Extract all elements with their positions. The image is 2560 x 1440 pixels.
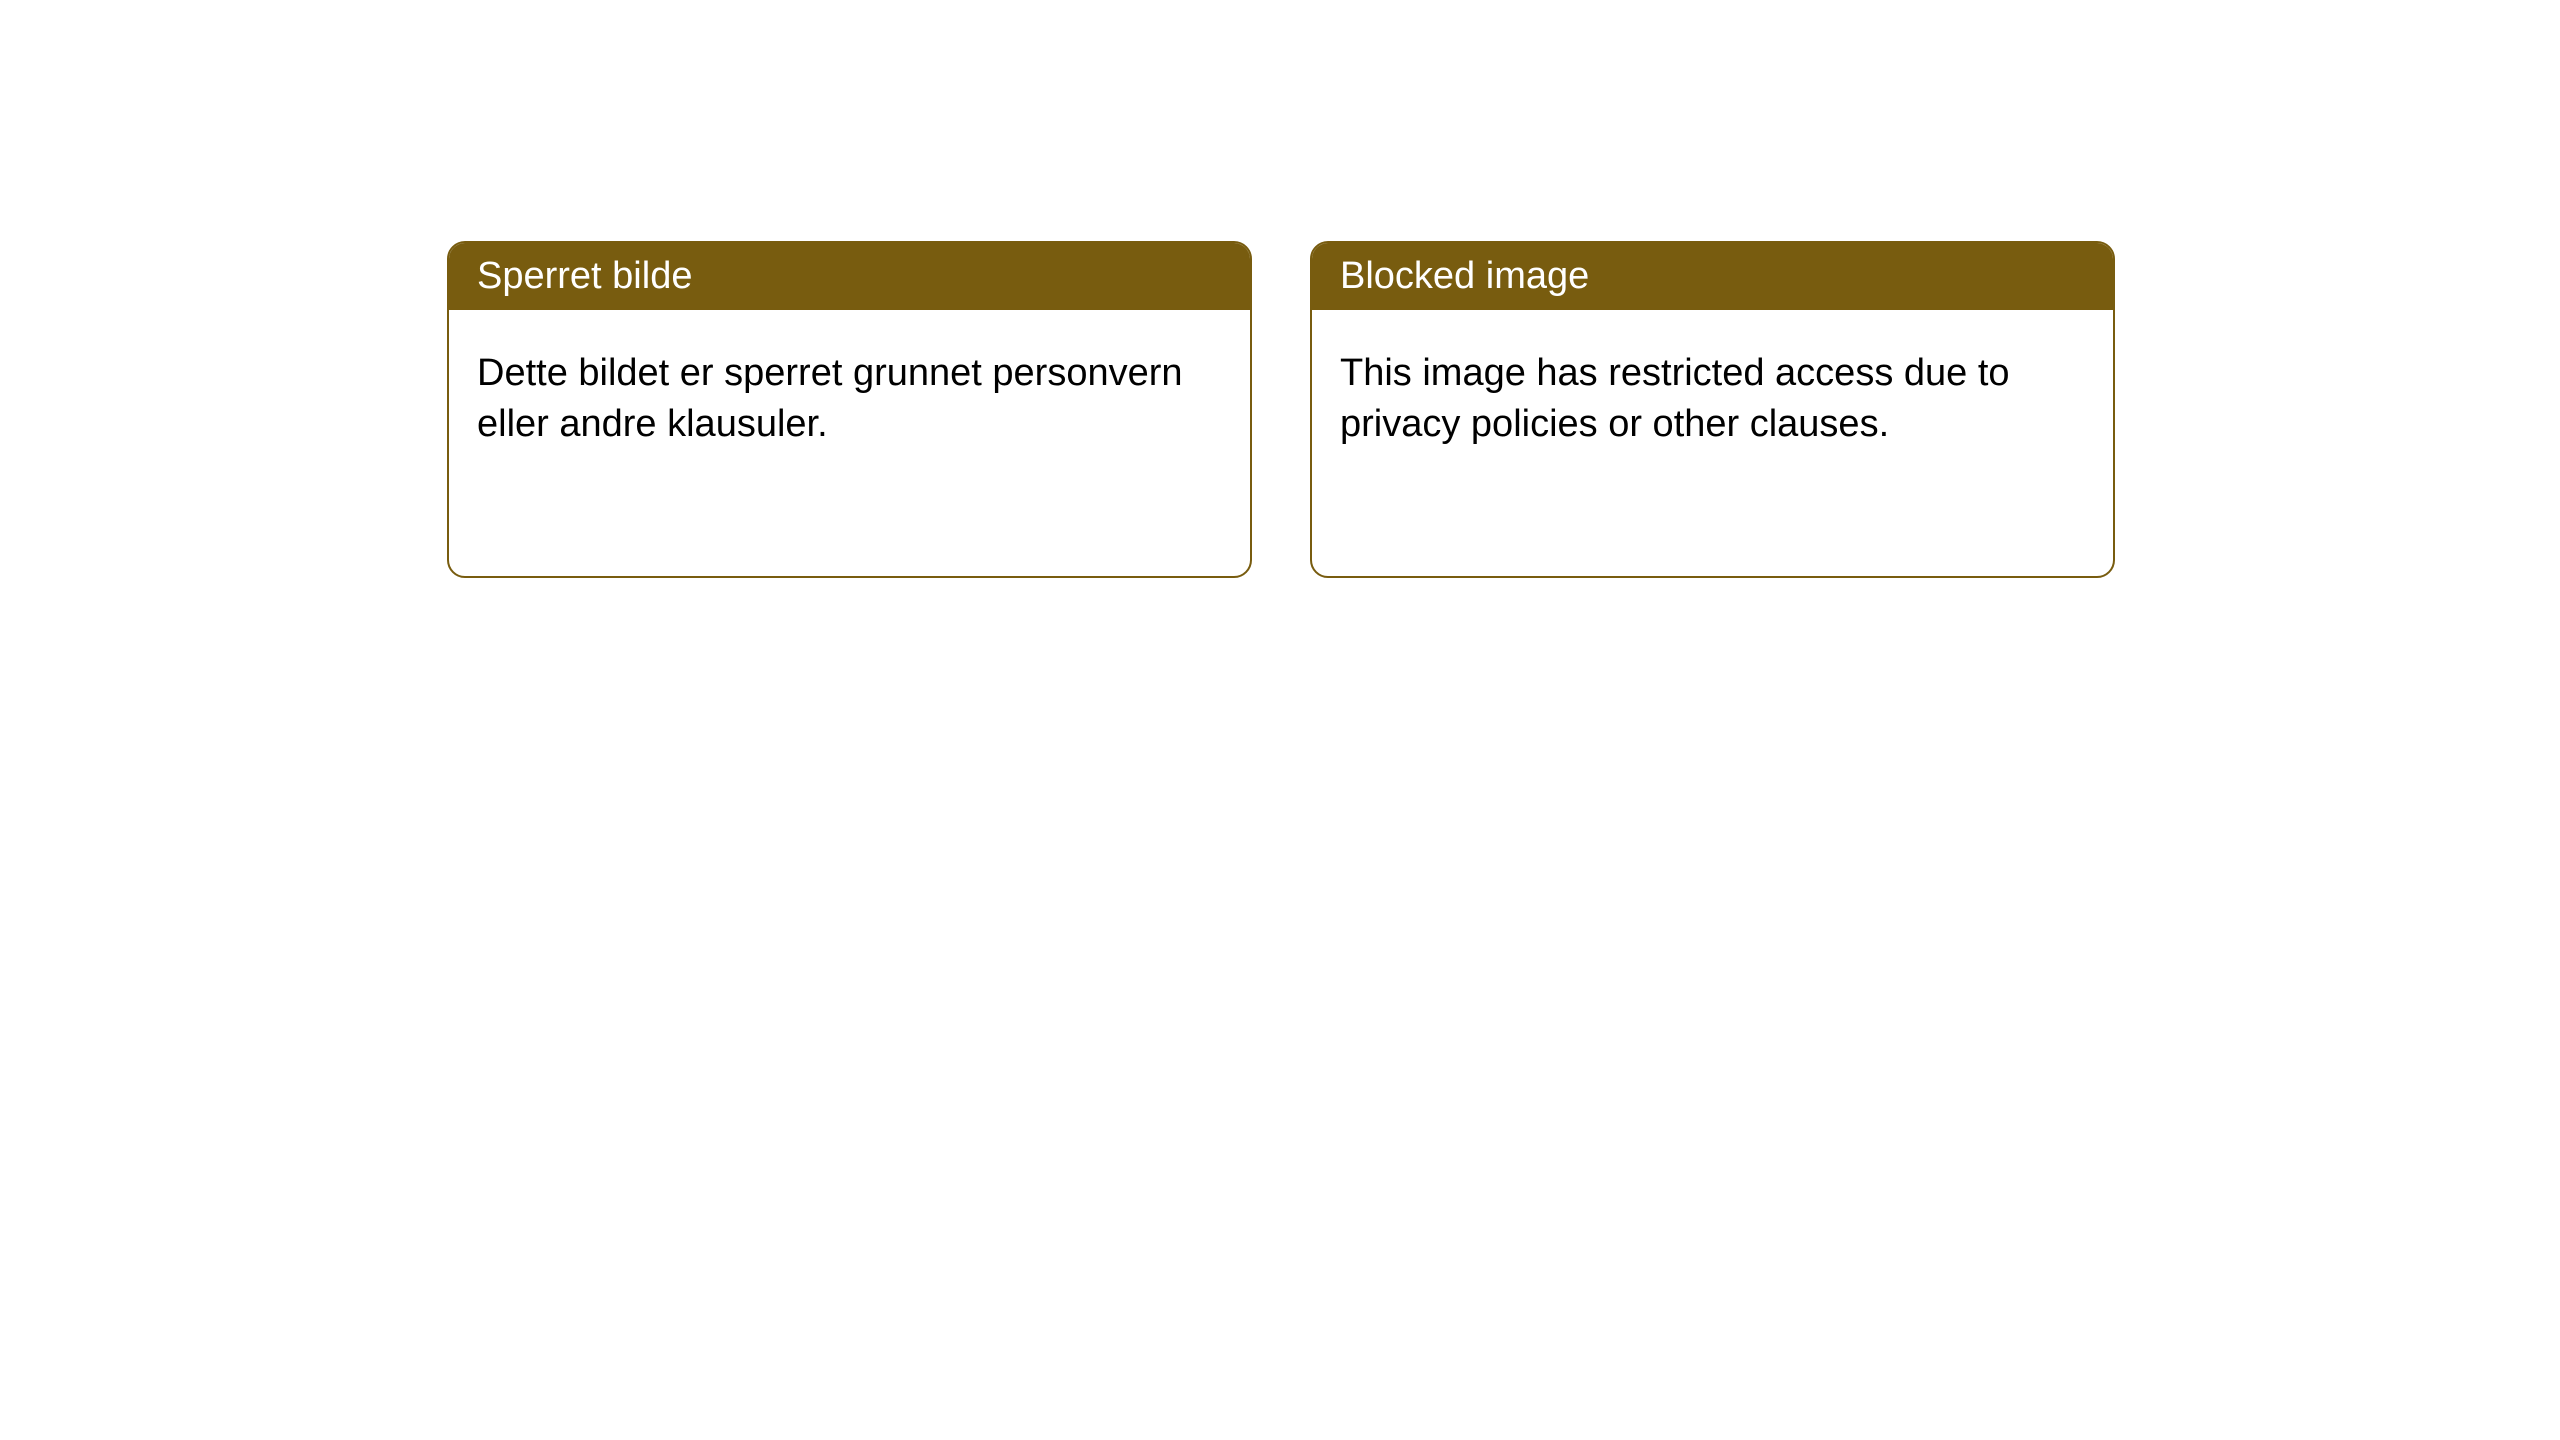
blocked-image-cards: Sperret bilde Dette bildet er sperret gr… [447,241,2560,578]
card-body: Dette bildet er sperret grunnet personve… [449,310,1250,489]
card-title: Blocked image [1312,243,2113,310]
blocked-image-card-en: Blocked image This image has restricted … [1310,241,2115,578]
card-body: This image has restricted access due to … [1312,310,2113,489]
card-title: Sperret bilde [449,243,1250,310]
blocked-image-card-no: Sperret bilde Dette bildet er sperret gr… [447,241,1252,578]
